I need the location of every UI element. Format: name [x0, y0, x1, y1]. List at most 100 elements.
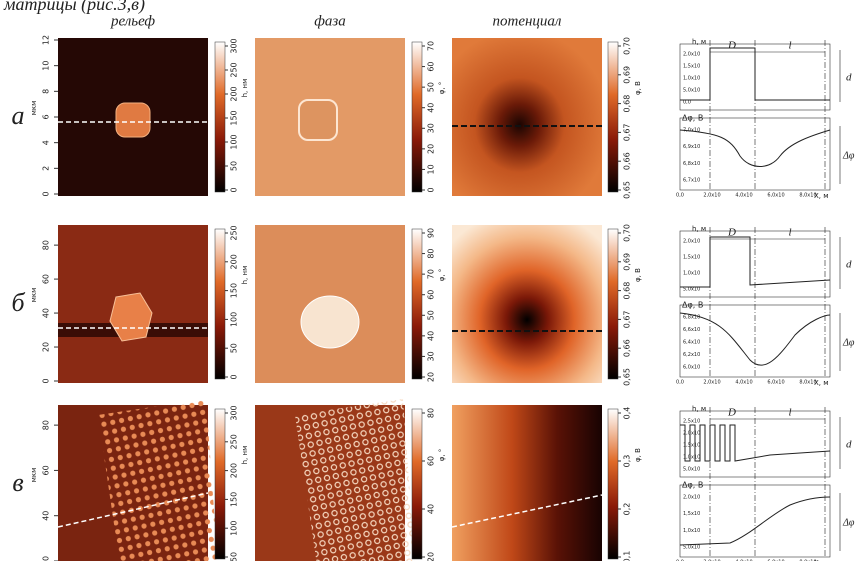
axis-tick-label: 0 — [42, 191, 51, 196]
column-header: рельеф — [110, 13, 155, 29]
colorbar-tick-label: 70 — [427, 269, 436, 279]
dim-label: l — [788, 407, 791, 419]
axis-tick-label: 12 — [42, 35, 51, 45]
axis-title: h, м — [692, 225, 706, 233]
colorbar-tick-label: 0,65 — [623, 368, 632, 386]
colorbar — [607, 228, 619, 380]
colorbar-tick-label: 0,2 — [623, 503, 632, 516]
height-profile — [680, 236, 831, 288]
colorbar-tick-label: 150 — [230, 283, 239, 298]
tick-label: 2,0x10 — [703, 380, 720, 386]
colorbar-tick-label: 200 — [230, 86, 239, 101]
tick-label: 1,5x10 — [683, 64, 700, 70]
tick-label: 6,0x10 — [683, 365, 700, 371]
potential-profile — [679, 312, 831, 366]
axis-tick-label: 4 — [42, 140, 51, 145]
tick-label: 6,0x10 — [767, 193, 784, 199]
colorbar-tick-label: 20 — [427, 372, 436, 382]
tick-label: 7,0x10 — [683, 128, 700, 134]
colorbar — [411, 228, 423, 380]
dim-label: Δφ — [842, 517, 855, 528]
colorbar-tick-label: 40 — [427, 103, 436, 113]
tick-label: 6,2x10 — [683, 352, 700, 358]
profile-line — [57, 492, 209, 528]
colorbar — [607, 408, 619, 560]
axis-title: h, м — [692, 405, 706, 413]
dim-label: l — [788, 40, 791, 52]
axis-tick-label: 20 — [42, 342, 51, 352]
tick-label: 2,0x10 — [703, 560, 720, 561]
tick-label: 6,0x10 — [767, 560, 784, 561]
colorbar-tick-label: 30 — [427, 351, 436, 361]
sample — [298, 99, 338, 141]
tick-label: 5,0x10 — [683, 287, 700, 293]
height-profile — [680, 424, 831, 462]
tick-label: 4,0x10 — [735, 380, 752, 386]
colorbar-tick-label: 30 — [427, 123, 436, 133]
dot-array — [98, 399, 218, 561]
tick-label: 5,0x10 — [683, 467, 700, 473]
colorbar-tick-label: 70 — [427, 41, 436, 51]
colorbar-tick-label: 0,1 — [623, 551, 632, 561]
colorbar-tick-label: 100 — [230, 521, 239, 536]
colorbar — [214, 228, 226, 380]
colorbar-label: φ, ° — [438, 449, 446, 462]
axis-tick-label: 6 — [42, 114, 51, 119]
potential-profile — [679, 129, 831, 167]
image-bg — [452, 225, 602, 383]
colorbar — [214, 41, 226, 193]
axis-tick-label: 2 — [42, 166, 51, 171]
colorbar-tick-label: 0,4 — [623, 407, 632, 420]
colorbar-tick-label: 20 — [427, 552, 436, 561]
axis-title: X, м — [814, 192, 829, 200]
colorbar-tick-label: 0 — [427, 187, 436, 192]
colorbar-tick-label: 60 — [427, 61, 436, 71]
colorbar-label: φ, В — [634, 268, 642, 282]
tick-label: 6,9x10 — [683, 144, 700, 150]
colorbar-tick-label: 0,66 — [623, 339, 632, 357]
column-header: фаза — [314, 13, 346, 29]
axis-tick-label: 10 — [42, 61, 51, 71]
colorbar-tick-label: 100 — [230, 312, 239, 327]
colorbar-tick-label: 250 — [230, 62, 239, 77]
dim-label: D — [727, 40, 736, 52]
tick-label: 4,0x10 — [735, 193, 752, 199]
tick-label: 1,5x10 — [683, 443, 700, 449]
tick-label: 0,0 — [683, 100, 691, 106]
tick-label: 2,0x10 — [703, 193, 720, 199]
profile-line — [451, 494, 603, 528]
tick-label: 1,5x10 — [683, 511, 700, 517]
colorbar-tick-label: 200 — [230, 463, 239, 478]
colorbar-label: φ, В — [634, 448, 642, 462]
dim-label: d — [846, 72, 852, 84]
colorbar — [411, 408, 423, 560]
sample — [115, 102, 151, 138]
colorbar-label: φ, ° — [438, 269, 446, 282]
colorbar-tick-label: 0,67 — [623, 310, 632, 328]
colorbar-tick-label: 0,65 — [623, 181, 632, 199]
colorbar — [411, 41, 423, 193]
dim-label: d — [846, 259, 852, 271]
tick-label: 2,0x10 — [683, 52, 700, 58]
axis-tick-label: 60 — [42, 274, 51, 284]
colorbar-tick-label: 200 — [230, 254, 239, 269]
tick-label: 6,8x10 — [683, 161, 700, 167]
tick-label: 8,0x10 — [799, 193, 816, 199]
colorbar-tick-label: 40 — [427, 331, 436, 341]
profile-plot: Dl d Δφ h, м Δφ, В X, м 2,5x10 2,0x10 1,5x10 1,0x… — [676, 405, 855, 561]
colorbar-tick-label: 150 — [230, 110, 239, 125]
colorbar-tick-label: 0,3 — [623, 455, 632, 468]
sample — [300, 295, 360, 349]
colorbar-label: h, нм — [241, 79, 249, 98]
row-label: а — [12, 101, 25, 130]
tick-label: 5,0x10 — [683, 88, 700, 94]
axis-title: X, м — [814, 379, 829, 387]
colorbar-tick-label: 90 — [427, 228, 436, 238]
axis-title: Δφ, В — [682, 114, 703, 123]
dim-label: Δφ — [842, 150, 855, 161]
axis-label: мкм — [30, 101, 38, 116]
colorbar-tick-label: 0,66 — [623, 152, 632, 170]
